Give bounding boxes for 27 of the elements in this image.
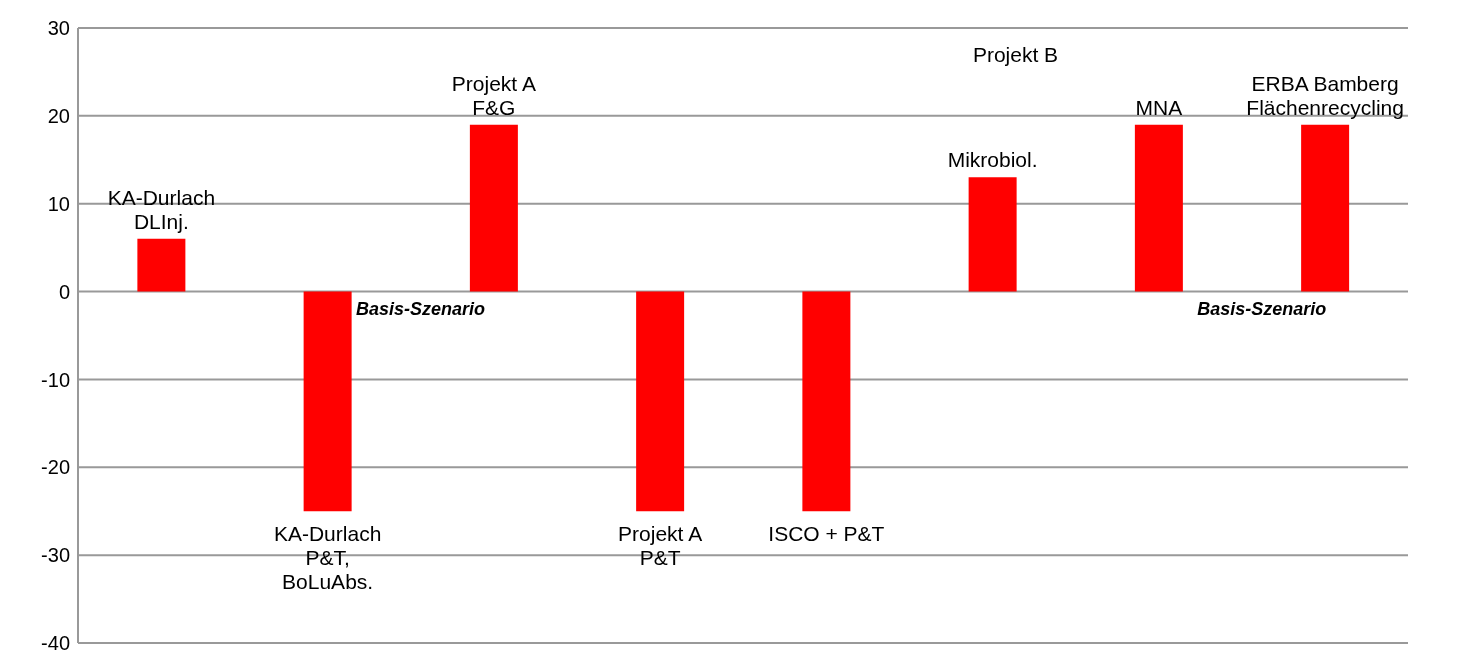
x-tick-label: Mikrobiol. bbox=[947, 148, 1038, 172]
y-tick-label: 0 bbox=[58, 280, 70, 303]
bar bbox=[137, 238, 186, 292]
annotation: Projekt B bbox=[972, 43, 1059, 67]
x-tick-label: MNA bbox=[1135, 95, 1183, 119]
bar bbox=[968, 177, 1017, 292]
bar bbox=[1134, 124, 1183, 292]
x-tick-label: ISCO + P&T bbox=[768, 522, 885, 546]
x-tick-label: KA-Durlach DLInj. bbox=[107, 185, 216, 233]
y-tick-label: -20 bbox=[41, 456, 70, 479]
y-tick-label: -10 bbox=[41, 368, 70, 391]
annotation: Basis-Szenario bbox=[1197, 298, 1327, 320]
x-tick-label: Projekt A P&T bbox=[618, 522, 703, 570]
bar bbox=[1301, 124, 1350, 292]
annotation: Basis-Szenario bbox=[355, 298, 486, 320]
bar bbox=[802, 291, 851, 512]
y-tick-label: 10 bbox=[47, 192, 70, 215]
bar bbox=[636, 291, 685, 512]
y-tick-label: 20 bbox=[47, 104, 70, 127]
x-tick-label: KA-Durlach P&T, BoLuAbs. bbox=[273, 522, 382, 594]
bar bbox=[469, 124, 518, 292]
x-tick-label: Projekt A F&G bbox=[451, 71, 536, 119]
y-tick-label: -40 bbox=[41, 632, 70, 655]
y-tick-label: -30 bbox=[41, 544, 70, 567]
y-tick-label: 30 bbox=[47, 17, 70, 40]
x-tick-label: ERBA Bamberg Flächenrecycling bbox=[1246, 71, 1404, 119]
bar bbox=[303, 291, 352, 512]
